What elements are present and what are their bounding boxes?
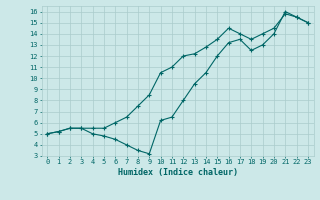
X-axis label: Humidex (Indice chaleur): Humidex (Indice chaleur): [118, 168, 237, 177]
